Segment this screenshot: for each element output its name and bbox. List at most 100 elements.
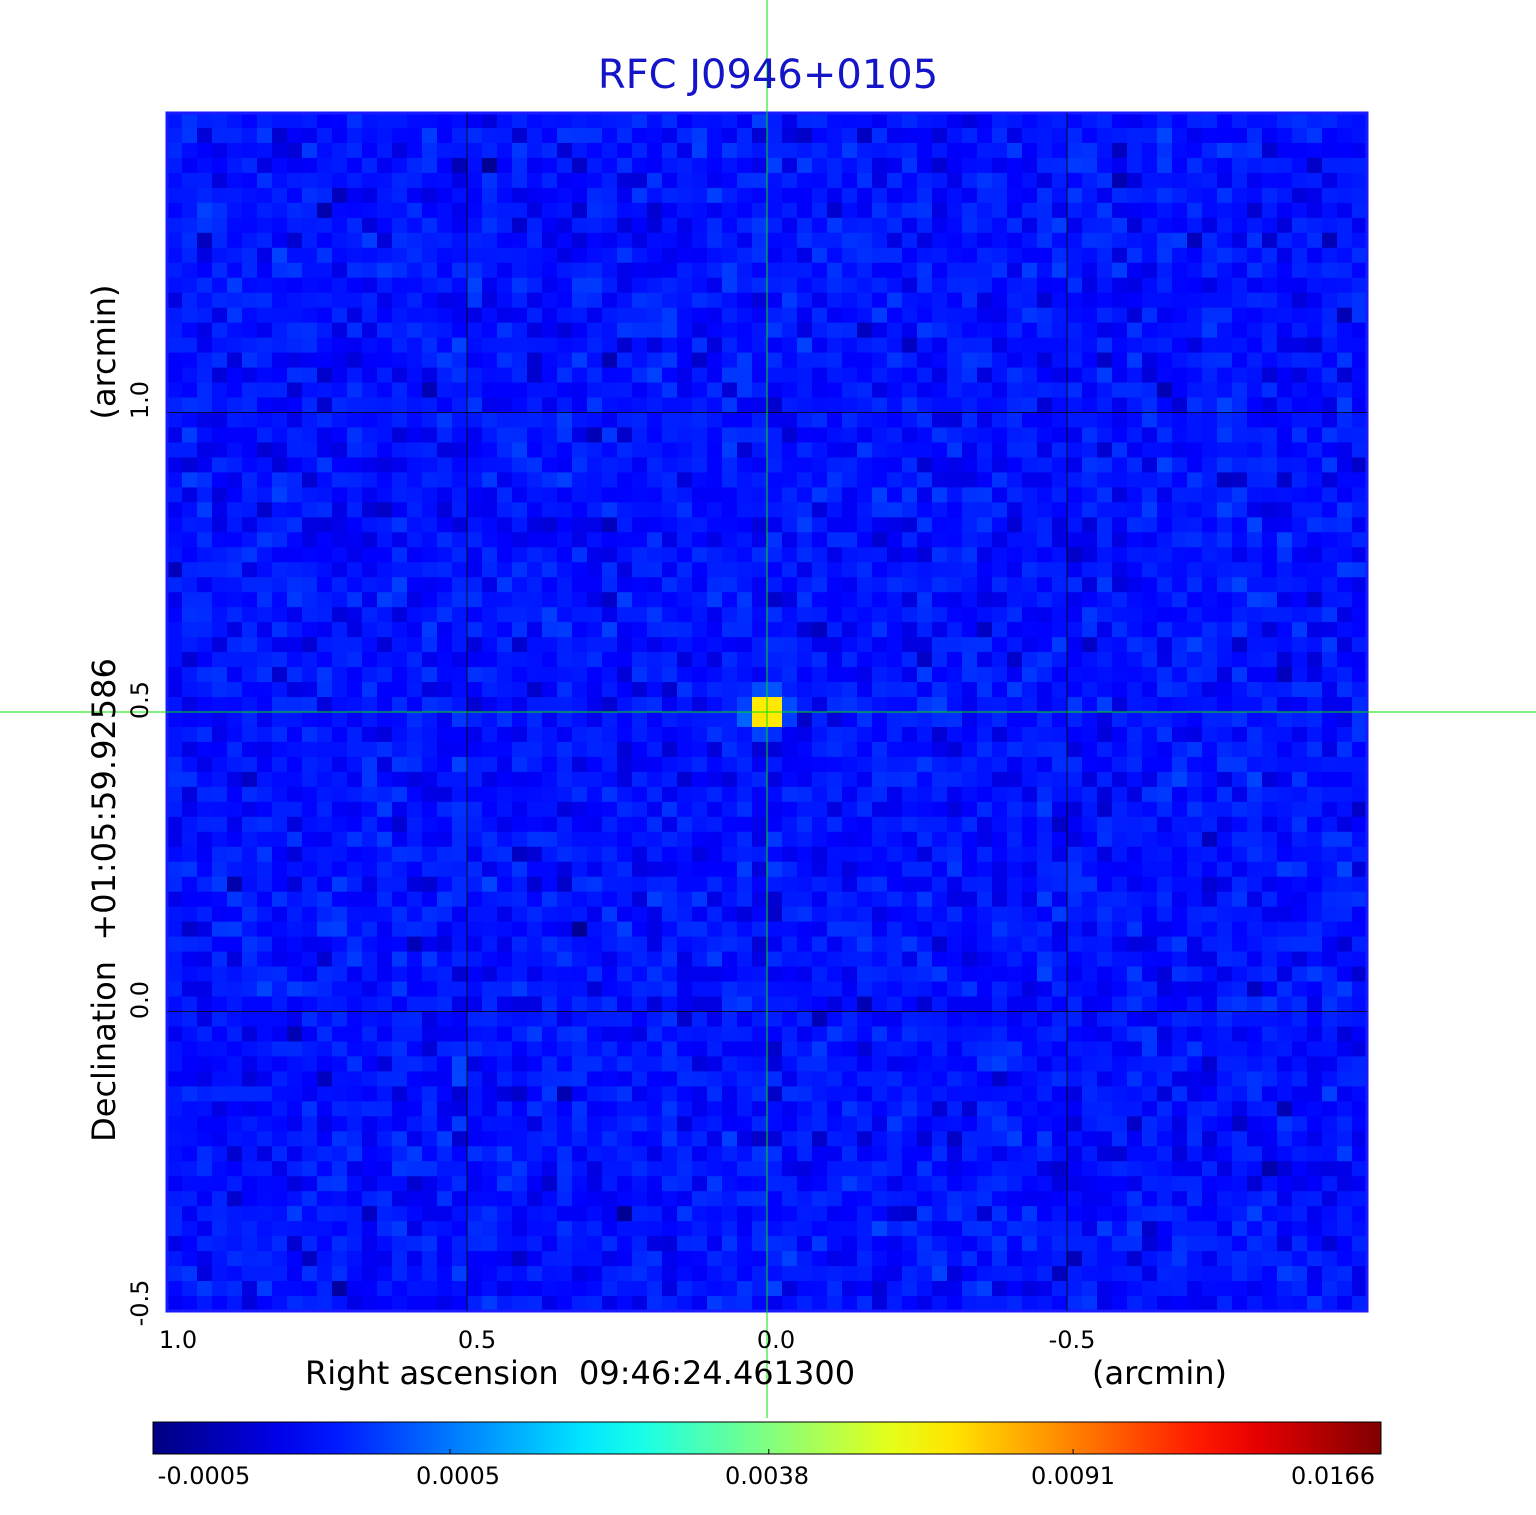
image-pixel [272,756,288,773]
image-pixel [887,142,903,159]
image-pixel [1052,682,1068,698]
image-pixel [1007,142,1023,159]
image-pixel [1337,786,1353,803]
image-pixel [677,113,693,129]
image-pixel [692,322,708,339]
image-pixel [692,472,708,488]
image-pixel [197,292,213,309]
image-pixel [497,142,513,159]
image-pixel [1232,427,1248,444]
image-pixel [167,921,183,938]
image-pixel [197,637,213,653]
image-pixel [287,726,303,743]
image-pixel [1187,337,1203,354]
image-pixel [1022,427,1038,444]
image-pixel [917,502,933,518]
image-pixel [1052,771,1068,788]
image-pixel [962,322,978,339]
image-pixel [332,547,348,563]
image-pixel [767,113,783,129]
image-pixel [842,741,858,758]
image-pixel [1082,712,1098,728]
image-pixel [1067,307,1083,324]
image-pixel [782,307,798,324]
image-pixel [872,756,888,773]
image-pixel [437,517,453,533]
image-pixel [332,906,348,923]
image-pixel [467,157,483,174]
image-pixel [272,217,288,234]
image-pixel [842,502,858,518]
image-pixel [1022,487,1038,503]
image-pixel [887,1011,903,1028]
image-pixel [1157,652,1173,668]
image-pixel [557,607,573,623]
image-pixel [1127,846,1143,863]
image-pixel [1172,577,1188,593]
image-pixel [1322,577,1338,593]
image-pixel [197,801,213,818]
image-pixel [572,697,588,713]
image-pixel [887,861,903,878]
image-pixel [392,1041,408,1058]
image-pixel [167,172,183,189]
image-pixel [557,487,573,503]
image-pixel [917,592,933,608]
image-pixel [242,756,258,773]
image-pixel [767,562,783,578]
image-pixel [542,697,558,713]
image-pixel [1217,1011,1233,1028]
image-pixel [1337,382,1353,399]
image-pixel [1082,577,1098,593]
image-pixel [242,921,258,938]
image-pixel [1052,262,1068,279]
image-pixel [812,921,828,938]
image-pixel [1322,771,1338,788]
image-pixel [872,457,888,473]
image-pixel [422,457,438,473]
image-pixel [722,202,738,219]
image-pixel [782,712,798,728]
image-pixel [632,622,648,638]
image-pixel [242,532,258,548]
image-pixel [617,1011,633,1028]
image-pixel [1232,652,1248,668]
image-pixel [842,1011,858,1028]
image-pixel [767,951,783,968]
image-pixel [1232,397,1248,414]
image-pixel [632,517,648,533]
image-pixel [542,472,558,488]
image-pixel [827,936,843,953]
image-pixel [1052,472,1068,488]
image-pixel [1322,921,1338,938]
image-pixel [662,726,678,743]
image-pixel [1067,816,1083,833]
image-pixel [317,442,333,459]
image-pixel [797,966,813,983]
image-pixel [542,562,558,578]
image-pixel [467,502,483,518]
image-pixel [602,397,618,414]
image-pixel [1247,756,1263,773]
image-pixel [1202,831,1218,848]
image-pixel [1292,427,1308,444]
image-pixel [617,697,633,713]
image-pixel [1127,1026,1143,1043]
image-pixel [452,367,468,384]
image-pixel [737,756,753,773]
image-pixel [437,861,453,878]
image-pixel [842,801,858,818]
image-pixel [707,202,723,219]
image-pixel [932,472,948,488]
image-pixel [407,786,423,803]
image-pixel [947,217,963,234]
image-pixel [497,712,513,728]
image-pixel [1082,202,1098,219]
image-pixel [1292,142,1308,159]
image-pixel [632,712,648,728]
image-pixel [722,966,738,983]
image-pixel [197,816,213,833]
image-pixel [437,786,453,803]
image-pixel [842,202,858,219]
image-pixel [212,292,228,309]
